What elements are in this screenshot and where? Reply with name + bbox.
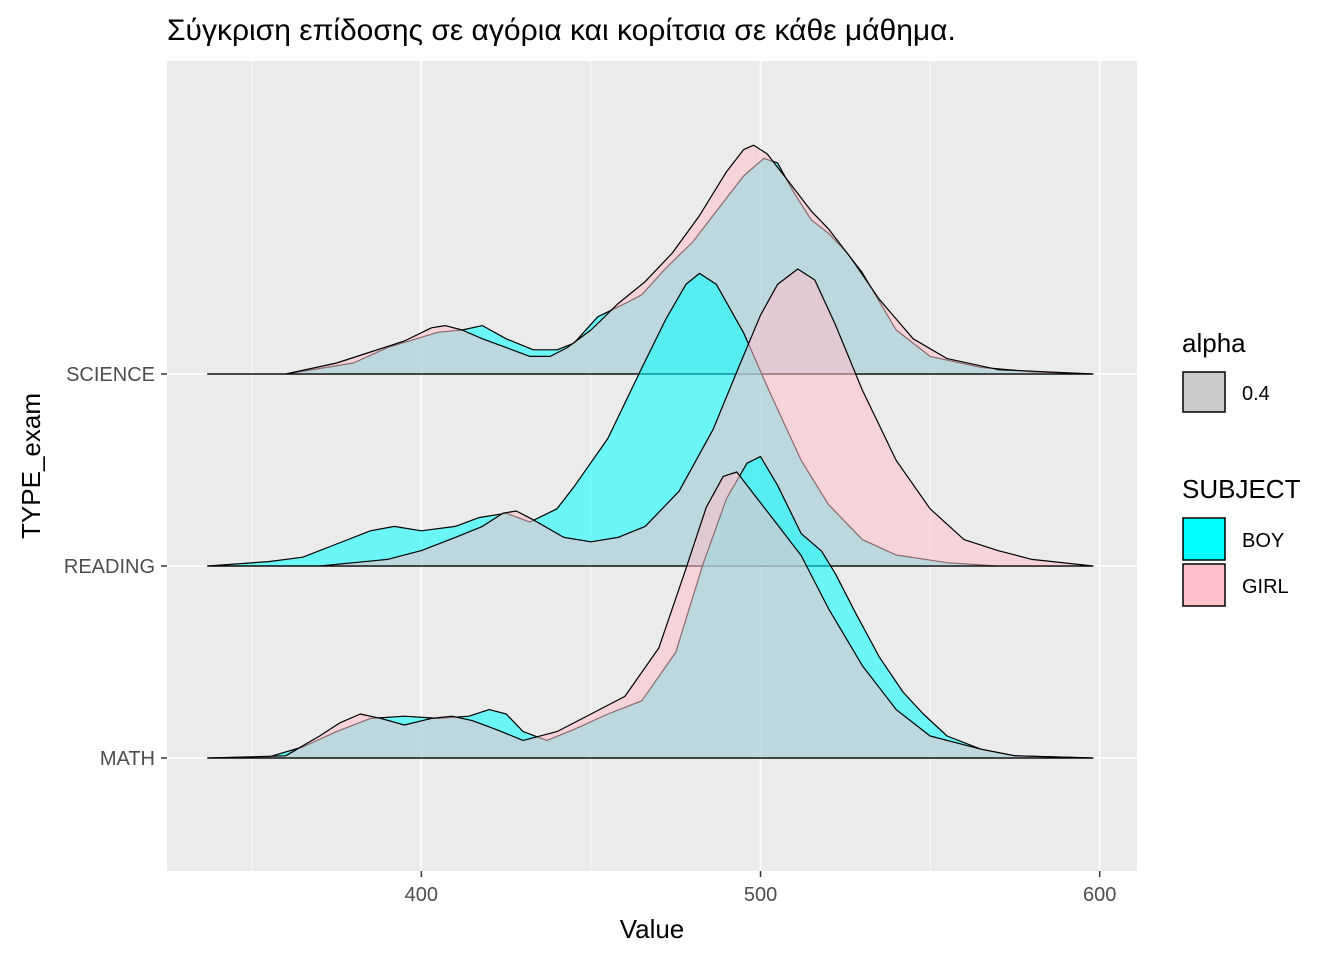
y-tick-label: SCIENCE [66, 364, 155, 386]
y-axis: SCIENCE READING MATH [64, 364, 167, 770]
chart-title: Σύγκριση επίδοσης σε αγόρια και κορίτσια… [167, 14, 956, 47]
legend-alpha-key [1182, 371, 1226, 413]
legend-girl-label: GIRL [1242, 576, 1289, 598]
legend-alpha-label: 0.4 [1242, 383, 1270, 405]
legend-boy-key [1182, 517, 1226, 561]
y-axis-title: TYPE_exam [16, 393, 46, 539]
legend-subject-title: SUBJECT [1182, 474, 1301, 504]
x-tick-label: 500 [744, 884, 777, 906]
density-reading-girl [207, 268, 1094, 567]
legend-girl-key [1182, 563, 1226, 607]
y-tick-label: MATH [100, 748, 155, 770]
y-tick-label: READING [64, 556, 155, 578]
x-axis: 400 500 600 [405, 871, 1116, 906]
x-tick-label: 400 [405, 884, 438, 906]
legend-boy-label: BOY [1242, 530, 1284, 552]
x-tick-label: 600 [1083, 884, 1116, 906]
x-axis-title: Value [620, 914, 685, 944]
density-ridges [207, 144, 1094, 759]
legend-alpha-title: alpha [1182, 328, 1246, 358]
density-science-girl [207, 144, 1094, 375]
density-math-girl [207, 471, 1094, 759]
legend: alpha 0.4 SUBJECT BOY GIRL [1182, 328, 1301, 607]
